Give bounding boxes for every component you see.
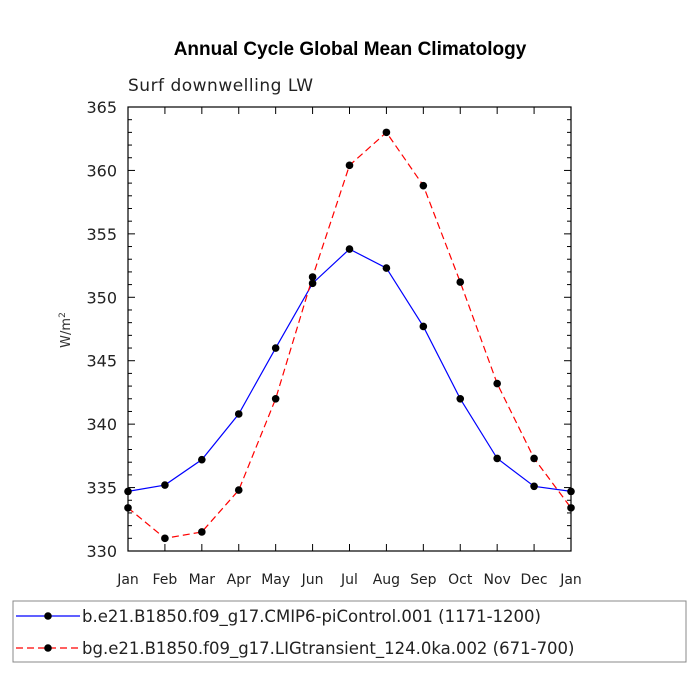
y-tick-label: 330 (86, 542, 117, 561)
chart-title: Annual Cycle Global Mean Climatology (174, 39, 527, 60)
y-axis-ticks (128, 106, 571, 552)
series-1-point (271, 344, 280, 352)
x-tick-label: Dec (521, 572, 548, 588)
series-2-point (382, 128, 391, 137)
legend-box (12, 600, 687, 663)
series-1-point (567, 487, 575, 496)
x-tick-label: Mar (189, 572, 216, 588)
x-tick-label: Jan (116, 572, 139, 588)
series-2-point (456, 278, 465, 286)
plot-frame (127, 106, 572, 552)
series-1-point (382, 264, 391, 272)
y-tick-label: 355 (86, 225, 117, 244)
series-line-2 (127, 131, 572, 539)
y-tick-label: 365 (86, 98, 117, 117)
x-tick-label: Apr (227, 572, 251, 588)
series-1-point (345, 245, 354, 253)
y-tick-label: 350 (86, 288, 117, 307)
legend: b.e21.B1850.f09_g17.CMIP6-piControl.001 … (12, 600, 687, 663)
series-line-1 (127, 248, 572, 492)
x-tick-label: Jun (301, 572, 324, 588)
series-2-point (198, 528, 206, 536)
series-1-point (234, 410, 243, 418)
series-1-point (124, 487, 132, 496)
series-2-point (493, 379, 501, 388)
x-tick-label: Oct (448, 572, 473, 588)
legend-marker-2 (44, 644, 52, 652)
series-1-point (161, 481, 169, 489)
x-tick-label: Jan (559, 572, 582, 588)
series-2-point (308, 273, 317, 281)
x-axis-ticks (127, 107, 572, 551)
series-2-point (124, 504, 132, 512)
y-tick-label: 335 (86, 479, 117, 498)
x-tick-label: Nov (484, 572, 511, 588)
y-tick-labels: 330 335 340 345 350 355 360 365 (86, 98, 117, 561)
x-tick-label: Aug (373, 572, 400, 588)
series-1-point (456, 394, 465, 403)
y-tick-label: 360 (86, 161, 117, 180)
series-2-point (567, 504, 575, 512)
legend-marker-1 (44, 612, 52, 620)
y-tick-label: 340 (86, 415, 117, 434)
series-1-point (308, 279, 317, 288)
x-tick-label: Sep (410, 572, 437, 588)
series-1-point (530, 482, 538, 491)
chart-subtitle: Surf downwelling LW (128, 76, 314, 96)
legend-label-2: bg.e21.B1850.f09_g17.LIGtransient_124.0k… (82, 639, 575, 659)
x-tick-label: Feb (153, 572, 178, 588)
series-2-point (345, 161, 354, 170)
series-layer (124, 128, 575, 543)
series-2-point (271, 394, 280, 403)
y-axis-label: W/m2 (58, 312, 74, 348)
series-2-point (419, 181, 428, 190)
series-2-point (530, 454, 538, 463)
series-1-point (493, 454, 501, 463)
x-tick-label: May (261, 572, 290, 588)
series-2-point (234, 486, 243, 494)
x-tick-label: Jul (340, 572, 358, 588)
y-axis-label-superscript: 2 (58, 312, 68, 318)
series-1-point (198, 455, 206, 464)
y-tick-label: 345 (86, 352, 117, 371)
series-1-point (419, 322, 428, 331)
legend-label-1: b.e21.B1850.f09_g17.CMIP6-piControl.001 … (82, 607, 541, 627)
series-2-point (161, 534, 169, 543)
x-tick-labels: Jan Feb Mar Apr May Jun Jul Aug Sep Oct Nov Dec Jan (116, 572, 582, 588)
